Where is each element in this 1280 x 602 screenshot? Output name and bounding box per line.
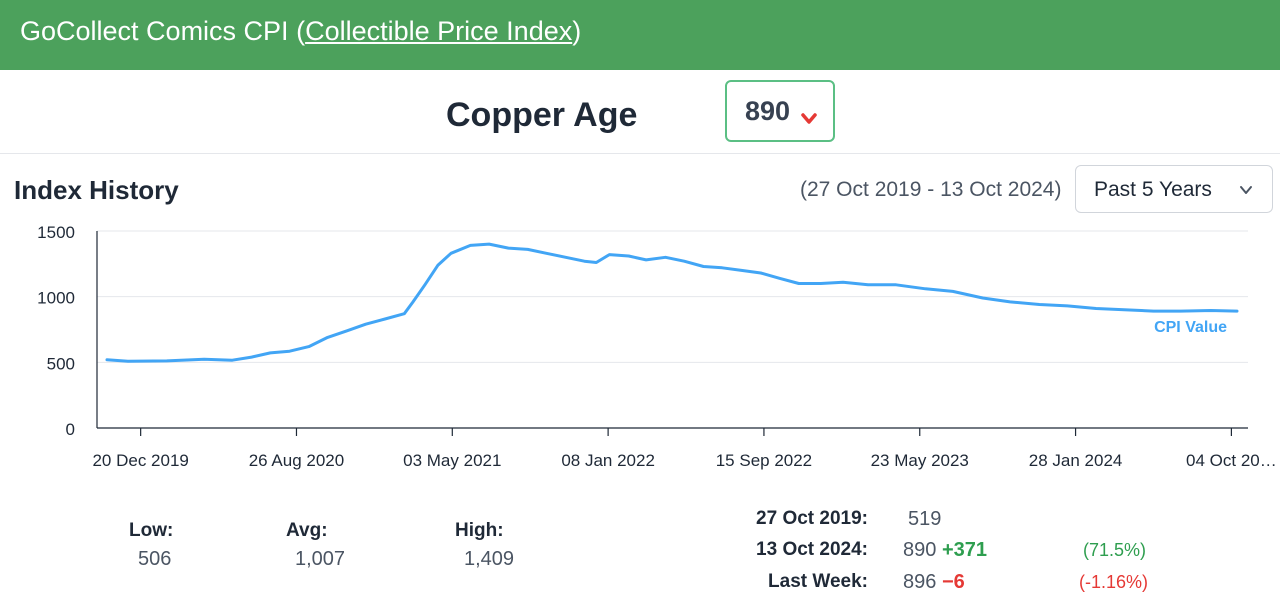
avg-value: 1,007 <box>295 548 346 570</box>
age-title: Copper Age <box>446 96 638 134</box>
open-paren: ( <box>296 16 306 46</box>
chevron-down-icon <box>801 113 817 124</box>
compare-row-current-pct: (71.5%) <box>1083 540 1147 560</box>
header-title-text: GoCollect Comics CPI <box>20 16 289 46</box>
compare-row-lastweek-value-group: 896 −6 <box>903 571 965 594</box>
y-tick-label: 0 <box>66 420 75 439</box>
x-tick-label: 28 Jan 2024 <box>1029 451 1123 470</box>
low-value: 506 <box>138 548 172 570</box>
cpi-line-chart: 0 500 1000 1500 20 Dec 2019 26 Aug 2020 03 May… <box>37 223 1277 470</box>
compare-row-lastweek-value: 896 <box>903 571 937 593</box>
summary-header: Copper Age 890 <box>0 70 1280 154</box>
close-paren: ) <box>572 16 582 46</box>
compare-row-current-label: 13 Oct 2024: <box>756 539 868 560</box>
y-tick-label: 1500 <box>37 223 75 242</box>
series-label: CPI Value <box>1154 319 1227 336</box>
header-title: GoCollect Comics CPI (Collectible Price … <box>20 16 581 47</box>
compare-row-current-value: 890 <box>903 539 937 561</box>
cpi-link[interactable]: Collectible Price Index <box>305 16 573 46</box>
x-tick-label: 04 Oct 20… <box>1186 451 1277 470</box>
compare-row-start-label: 27 Oct 2019: <box>756 508 868 529</box>
chevron-down-icon <box>1240 186 1252 194</box>
cpi-series-line <box>105 242 1239 363</box>
current-value: 890 <box>745 96 791 126</box>
x-tick-label: 08 Jan 2022 <box>561 451 655 470</box>
x-tick-label: 23 May 2023 <box>871 451 969 470</box>
top-header-bar: GoCollect Comics CPI (Collectible Price … <box>0 0 1280 70</box>
high-label: High: <box>455 520 504 541</box>
current-value-box: 890 <box>725 80 835 142</box>
compare-row-current-change: +371 <box>941 539 987 561</box>
index-history-title: Index History <box>14 175 179 205</box>
x-tick-label: 20 Dec 2019 <box>92 451 188 470</box>
compare-row-lastweek-pct: (-1.16%) <box>1079 572 1149 592</box>
compare-row-start-value: 519 <box>908 508 942 530</box>
low-label: Low: <box>129 520 174 541</box>
high-value: 1,409 <box>464 548 515 570</box>
avg-label: Avg: <box>286 520 328 541</box>
date-range: (27 Oct 2019 - 13 Oct 2024) <box>800 178 1062 201</box>
x-tick-label: 26 Aug 2020 <box>249 451 344 470</box>
x-tick-label: 15 Sep 2022 <box>716 451 812 470</box>
x-tick-label: 03 May 2021 <box>403 451 501 470</box>
y-tick-label: 1000 <box>37 289 75 308</box>
compare-row-current-value-group: 890 +371 <box>903 539 987 562</box>
compare-row-lastweek-change: −6 <box>941 571 965 593</box>
y-tick-label: 500 <box>47 354 75 373</box>
period-select[interactable]: Past 5 Years <box>1075 165 1273 213</box>
period-select-value: Past 5 Years <box>1094 178 1212 201</box>
compare-row-lastweek-label: Last Week: <box>768 571 868 592</box>
